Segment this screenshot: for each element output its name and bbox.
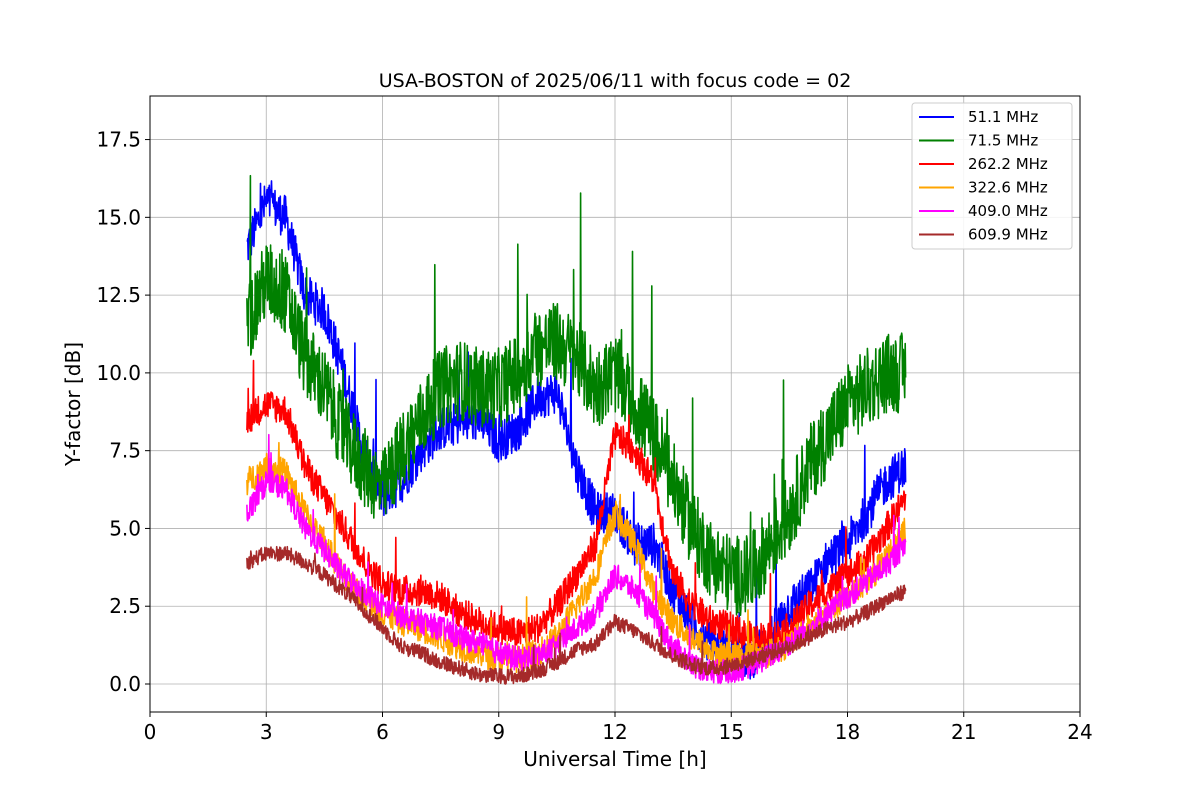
legend-label: 51.1 MHz — [968, 108, 1038, 126]
x-tick-label: 0 — [144, 720, 157, 744]
y-axis-ticks: 0.0 2.5 5.0 7.5 10.0 12.5 15.0 17.5 — [96, 128, 150, 696]
y-tick-label: 2.5 — [109, 594, 141, 618]
series-lines — [246, 174, 907, 685]
legend: 51.1 MHz 71.5 MHz 262.2 MHz 322.6 MHz 409.0… — [911, 102, 1073, 250]
legend-label: 409.0 MHz — [968, 202, 1048, 220]
y-tick-label: 0.0 — [109, 672, 141, 696]
y-tick-label: 7.5 — [109, 439, 141, 463]
x-tick-label: 24 — [1067, 720, 1092, 744]
y-tick-label: 15.0 — [96, 205, 141, 229]
x-tick-label: 18 — [835, 720, 860, 744]
y-tick-label: 5.0 — [109, 516, 141, 540]
legend-label: 71.5 MHz — [968, 132, 1038, 150]
x-tick-label: 21 — [951, 720, 976, 744]
y-tick-label: 10.0 — [96, 361, 141, 385]
series-line-1 — [246, 174, 907, 616]
y-tick-label: 12.5 — [96, 283, 141, 307]
x-tick-label: 15 — [719, 720, 744, 744]
y-axis-label: Y-factor [dB] — [61, 342, 85, 467]
x-tick-label: 9 — [492, 720, 505, 744]
series-line-2 — [246, 359, 907, 654]
legend-label: 322.6 MHz — [968, 179, 1048, 197]
x-tick-label: 6 — [376, 720, 389, 744]
x-axis-label: Universal Time [h] — [523, 747, 706, 771]
x-tick-label: 12 — [602, 720, 627, 744]
series-line-3 — [246, 441, 907, 674]
series-line-5 — [246, 545, 907, 685]
y-tick-label: 17.5 — [96, 128, 141, 152]
series-line-0 — [246, 180, 907, 680]
x-axis-ticks: 0 3 6 9 12 15 18 21 24 — [144, 712, 1093, 744]
chart-title: USA-BOSTON of 2025/06/11 with focus code… — [379, 70, 852, 92]
legend-label: 609.9 MHz — [968, 226, 1048, 244]
x-tick-label: 3 — [260, 720, 273, 744]
legend-label: 262.2 MHz — [968, 155, 1048, 173]
